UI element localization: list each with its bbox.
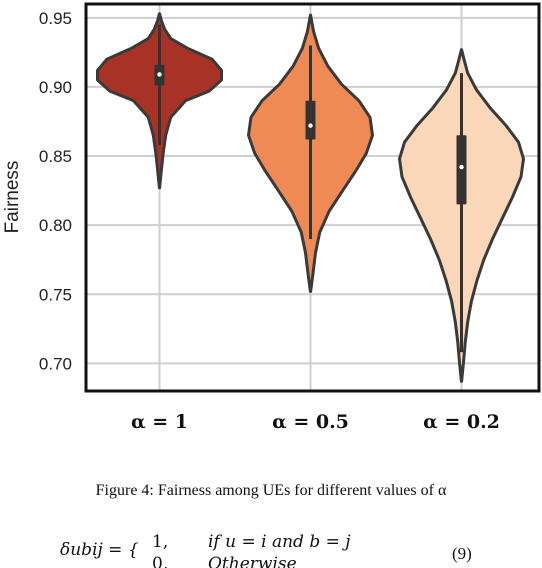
y-tick-label-4: 0.90 <box>39 78 72 97</box>
equation-case1-condition: if u = i and b = j <box>208 532 351 552</box>
equation-case2-value: 0, <box>152 554 169 568</box>
x-category-label-0: α = 1 <box>131 411 188 433</box>
x-category-label-2: α = 0.2 <box>423 411 500 433</box>
equation-9: δubij = { 1, if u = i and b = j 0, Other… <box>60 530 530 568</box>
equation-case1-value: 1, <box>152 532 169 552</box>
y-tick-label-2: 0.80 <box>39 216 72 235</box>
y-tick-labels: 0.70 0.75 0.80 0.85 0.90 0.95 <box>39 9 72 374</box>
y-tick-label-0: 0.70 <box>39 354 72 373</box>
y-tick-label-3: 0.85 <box>39 147 72 166</box>
equation-number: (9) <box>452 544 472 563</box>
violin-iqr-box-2 <box>456 135 467 205</box>
violin-median-2 <box>459 164 464 170</box>
y-axis-label: Fairness <box>2 161 23 234</box>
violins <box>96 12 525 383</box>
figure-caption: Figure 4: Fairness among UEs for differe… <box>95 482 447 499</box>
x-category-label-1: α = 0.5 <box>272 411 349 433</box>
violin-median-0 <box>157 72 162 77</box>
y-tick-label-5: 0.95 <box>39 9 72 28</box>
plot-frame <box>84 2 541 393</box>
x-category-labels: α = 1 α = 0.5 α = 0.2 <box>131 411 500 433</box>
equation-case2-condition: Otherwise <box>208 554 297 568</box>
violin-median-1 <box>308 123 313 128</box>
violin-iqr-box-1 <box>305 100 316 140</box>
equation-lhs: δubij = { <box>60 540 139 560</box>
y-tick-label-1: 0.75 <box>39 285 72 304</box>
